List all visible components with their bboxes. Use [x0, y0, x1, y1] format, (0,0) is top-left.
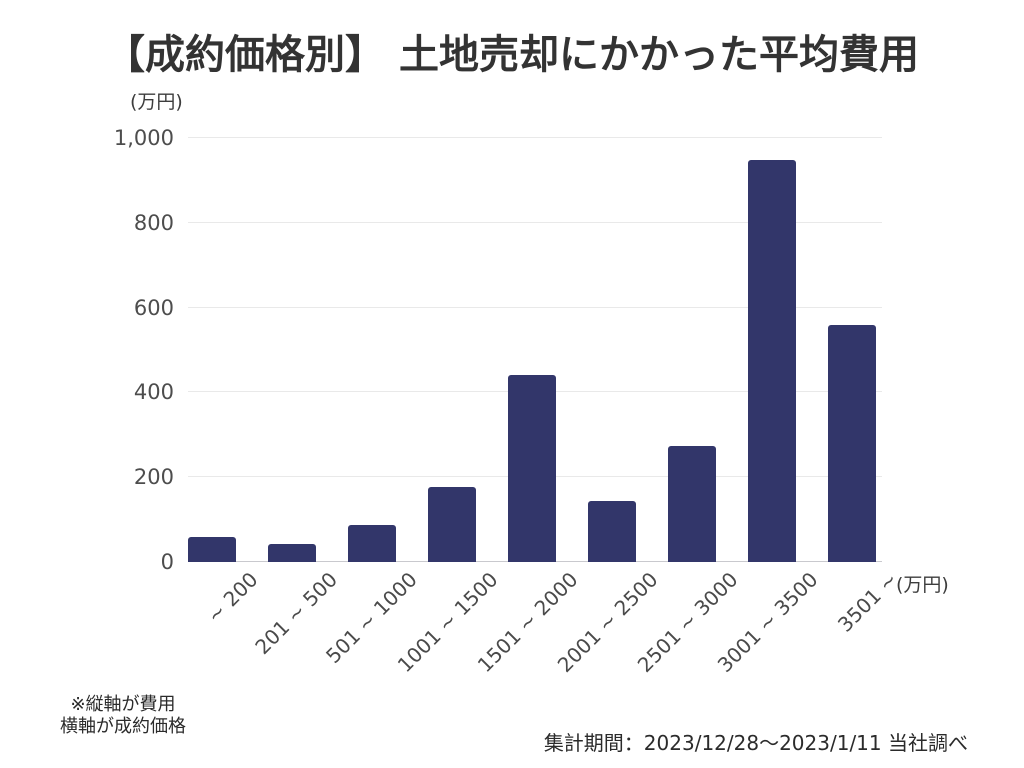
gridline	[188, 306, 882, 308]
x-tick-label: ~ 200	[201, 567, 263, 628]
y-tick-label: 0	[160, 550, 174, 574]
y-tick-label: 600	[133, 295, 174, 320]
source-note: 集計期間：2023/12/28〜2023/1/11 当社調べ	[543, 731, 968, 755]
chart-title: 【成約価格別】 土地売却にかかった平均費用	[105, 32, 919, 78]
y-tick-label: 200	[133, 465, 174, 490]
footnote-line-2: 横軸が成約価格	[60, 716, 186, 737]
x-tick-label: 3501 ~	[832, 567, 903, 637]
bar	[348, 525, 396, 562]
gridline	[188, 137, 882, 138]
y-tick-label: 1,000	[113, 126, 174, 150]
bar	[748, 160, 796, 562]
plot-area: (万円) 0 200 400 600 800 1,000 ~ 200 201 ~ 500 501…	[114, 126, 949, 677]
bar	[668, 446, 716, 562]
footnote-line-1: ※縦軸が費用	[70, 694, 176, 715]
bar	[588, 501, 636, 562]
y-tick-label: 800	[133, 210, 174, 235]
y-tick-label: 400	[133, 380, 174, 405]
x-axis-unit-label: (万円)	[896, 574, 949, 596]
bar	[188, 536, 236, 562]
bar	[508, 375, 556, 562]
bar	[828, 324, 876, 562]
bar	[268, 544, 316, 562]
footnote: ※縦軸が費用 横軸が成約価格	[60, 694, 186, 738]
y-axis-unit-label: (万円)	[130, 91, 183, 113]
bar	[428, 486, 476, 562]
gridline	[188, 221, 882, 223]
